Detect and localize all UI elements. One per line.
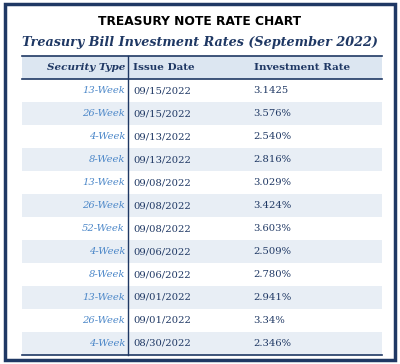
Text: 2.816%: 2.816% — [254, 155, 292, 164]
Text: 26-Week: 26-Week — [82, 109, 125, 118]
Text: 8-Week: 8-Week — [89, 270, 125, 279]
Text: 26-Week: 26-Week — [82, 201, 125, 210]
Text: 3.34%: 3.34% — [254, 316, 285, 325]
Text: 8-Week: 8-Week — [89, 155, 125, 164]
Text: 13-Week: 13-Week — [82, 178, 125, 187]
Text: 09/01/2022: 09/01/2022 — [133, 316, 191, 325]
Text: 13-Week: 13-Week — [82, 293, 125, 302]
Text: 09/13/2022: 09/13/2022 — [133, 155, 191, 164]
Text: 13-Week: 13-Week — [82, 86, 125, 95]
Text: 3.1425: 3.1425 — [254, 86, 289, 95]
Text: 3.424%: 3.424% — [254, 201, 292, 210]
Text: Security Type: Security Type — [47, 63, 125, 72]
Text: 09/08/2022: 09/08/2022 — [133, 178, 191, 187]
Text: Investment Rate: Investment Rate — [254, 63, 350, 72]
Text: 09/08/2022: 09/08/2022 — [133, 201, 191, 210]
Text: 09/15/2022: 09/15/2022 — [133, 109, 191, 118]
Text: 2.509%: 2.509% — [254, 247, 292, 256]
Text: 3.576%: 3.576% — [254, 109, 292, 118]
Text: 2.941%: 2.941% — [254, 293, 292, 302]
Text: 2.780%: 2.780% — [254, 270, 292, 279]
Text: 3.029%: 3.029% — [254, 178, 292, 187]
Text: 52-Week: 52-Week — [82, 224, 125, 233]
Text: 26-Week: 26-Week — [82, 316, 125, 325]
Text: 09/13/2022: 09/13/2022 — [133, 132, 191, 141]
Text: TREASURY NOTE RATE CHART: TREASURY NOTE RATE CHART — [98, 15, 302, 28]
Text: 09/15/2022: 09/15/2022 — [133, 86, 191, 95]
Text: 2.346%: 2.346% — [254, 339, 292, 348]
Text: 09/06/2022: 09/06/2022 — [133, 247, 191, 256]
Text: 3.603%: 3.603% — [254, 224, 292, 233]
Text: 09/01/2022: 09/01/2022 — [133, 293, 191, 302]
Text: 08/30/2022: 08/30/2022 — [133, 339, 191, 348]
Text: 09/06/2022: 09/06/2022 — [133, 270, 191, 279]
Text: 4-Week: 4-Week — [89, 132, 125, 141]
Text: 2.540%: 2.540% — [254, 132, 292, 141]
Text: 09/08/2022: 09/08/2022 — [133, 224, 191, 233]
Text: 4-Week: 4-Week — [89, 247, 125, 256]
Text: 4-Week: 4-Week — [89, 339, 125, 348]
Text: Treasury Bill Investment Rates (September 2022): Treasury Bill Investment Rates (Septembe… — [22, 36, 378, 50]
Text: Issue Date: Issue Date — [133, 63, 195, 72]
